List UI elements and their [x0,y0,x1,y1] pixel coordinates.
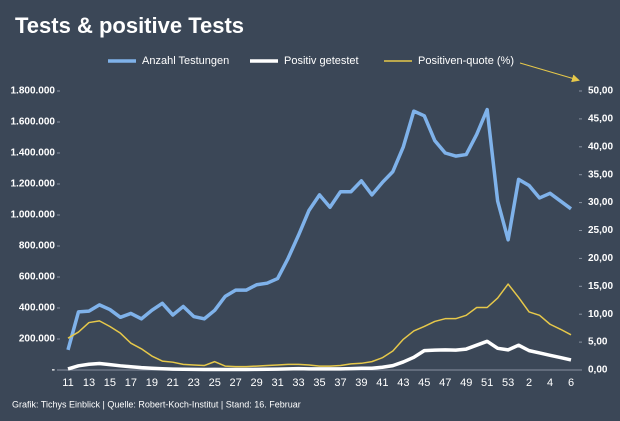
y2-tick-label: 5,00 [588,337,608,348]
legend-label: Anzahl Testungen [142,55,229,67]
x-tick-label: 43 [397,377,409,389]
chart-title: Tests & positive Tests [15,13,244,38]
x-tick-label: 31 [271,377,283,389]
y-tick-label: 1.200.000 [11,179,56,190]
x-tick-label: 15 [104,377,116,389]
x-tick-label: 19 [146,377,158,389]
x-tick-label: 33 [292,377,304,389]
x-tick-label: 23 [188,377,200,389]
x-tick-label: 4 [547,377,553,389]
y2-tick-label: 45,00 [588,114,613,125]
y2-tick-label: 10,00 [588,309,613,320]
y2-tick-label: 40,00 [588,141,613,152]
x-tick-label: 2 [526,377,532,389]
x-tick-label: 51 [481,377,493,389]
x-tick-label: 11 [62,377,73,389]
x-tick-label: 45 [418,377,430,389]
series-line [67,283,572,368]
x-tick-label: 6 [568,377,574,389]
y2-tick-label: 0,00 [588,365,608,376]
y2-tick-label: 20,00 [588,253,613,264]
y-tick-label: 1.800.000 [11,86,56,97]
x-tick-label: 25 [209,377,221,389]
x-tick-label: 27 [230,377,242,389]
y-tick-label: 1.600.000 [11,117,56,128]
x-tick-label: 49 [460,377,472,389]
x-tick-label: 41 [376,377,388,389]
footer: Grafik: Tichys Einblick | Quelle: Robert… [12,399,301,409]
x-tick-label: 17 [125,377,137,389]
y2-tick-label: 35,00 [588,169,613,180]
x-tick-label: 53 [502,377,514,389]
y-tick-label: 600.000 [19,272,56,283]
y-tick-label: 400.000 [19,303,56,314]
x-tick-label: 47 [439,377,451,389]
series-line [67,339,572,372]
y-tick-label: 1.000.000 [11,210,56,221]
y2-tick-label: 50,00 [588,86,613,97]
y2-tick-label: 15,00 [588,281,613,292]
y-tick-label: 200.000 [19,334,56,345]
x-tick-label: 29 [251,377,263,389]
annotation-arrow [519,62,580,83]
x-tick-label: 21 [167,377,179,389]
x-tick-label: 37 [334,377,346,389]
y-tick-label: - [52,365,55,376]
legend-label: Positiven-quote (%) [418,55,514,67]
x-tick-label: 13 [83,377,95,389]
y2-tick-label: 30,00 [588,197,613,208]
y2-tick-label: 25,00 [588,225,613,236]
x-tick-label: 35 [313,377,325,389]
x-tick-label: 39 [355,377,367,389]
y-tick-label: 800.000 [19,241,56,252]
y-tick-label: 1.400.000 [11,148,56,159]
legend-label: Positiv getestet [284,55,359,67]
series-line [66,107,573,351]
